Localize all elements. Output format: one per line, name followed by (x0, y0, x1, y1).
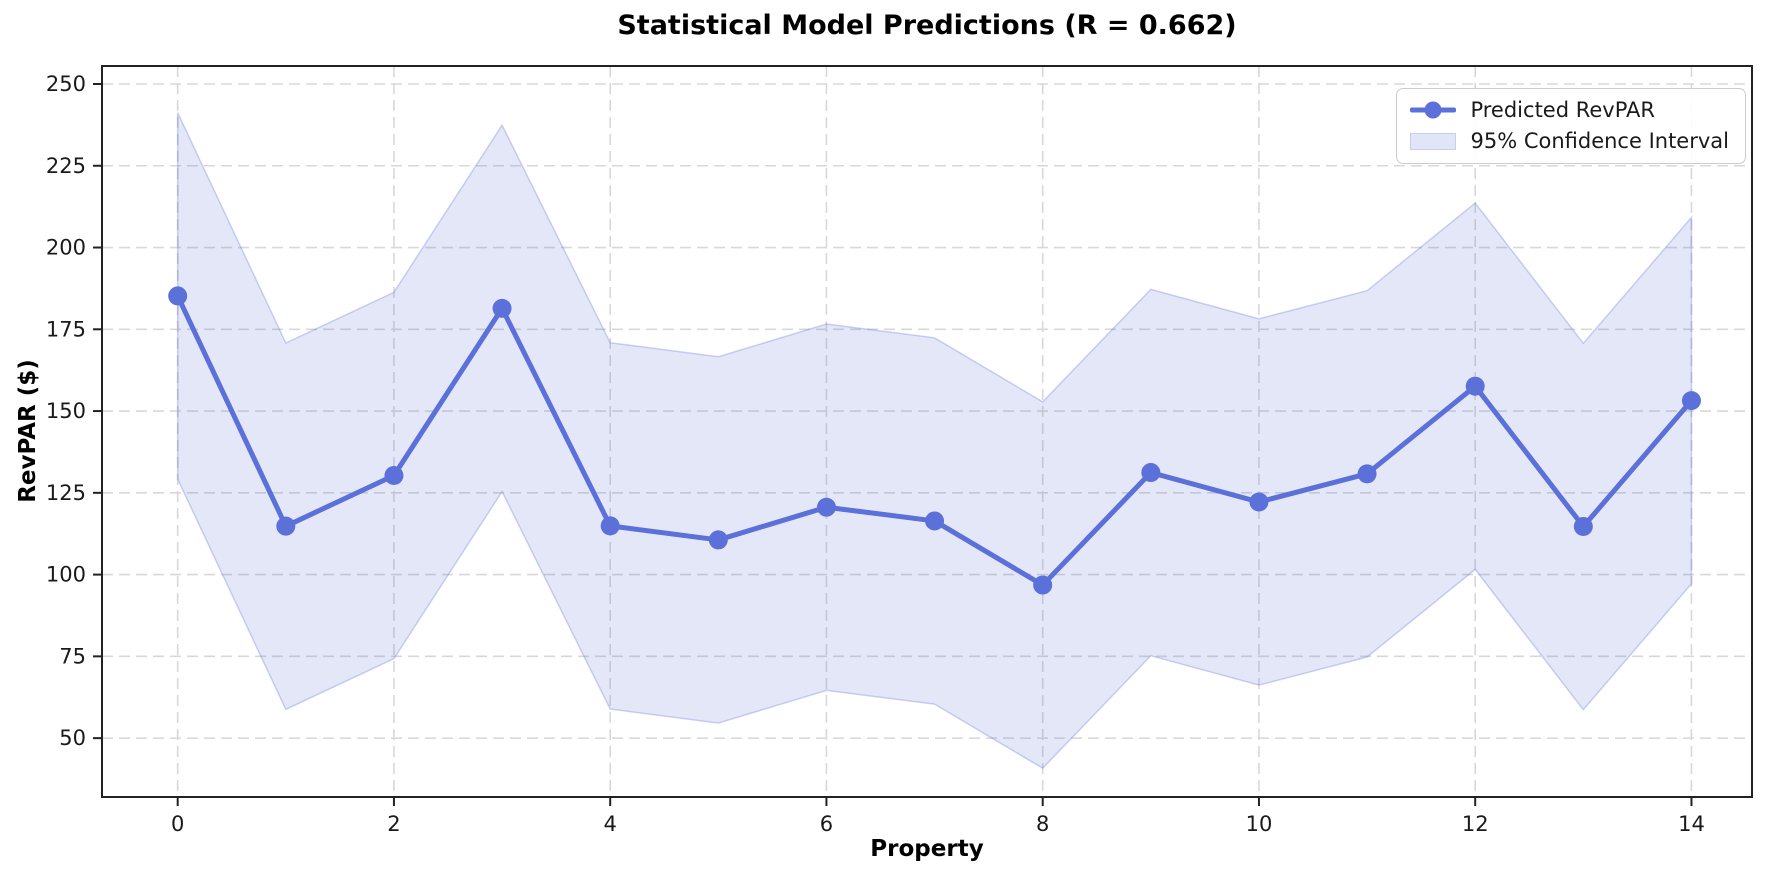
data-point-marker (1681, 391, 1701, 411)
x-tick-label: 12 (1462, 812, 1489, 836)
legend: Predicted RevPAR 95% Confidence Interval (1396, 88, 1746, 164)
data-point-marker (1573, 517, 1593, 537)
data-point-marker (816, 497, 836, 517)
data-point-marker (276, 516, 296, 536)
y-tick-label: 175 (46, 317, 86, 341)
data-point-marker (600, 516, 620, 536)
data-point-marker (1357, 464, 1377, 484)
band-swatch-icon (1410, 132, 1457, 150)
confidence-band (176, 112, 1693, 770)
y-tick-label: 75 (59, 644, 86, 668)
data-point-marker (708, 530, 728, 550)
y-tick-label: 125 (46, 481, 86, 505)
y-tick-label: 250 (46, 72, 86, 96)
y-tick-label: 200 (46, 236, 86, 260)
data-point-marker (168, 286, 188, 306)
x-tick-label: 0 (171, 812, 184, 836)
line-marker-icon (1410, 100, 1457, 120)
data-point-marker (925, 511, 945, 531)
y-tick-label: 100 (46, 563, 86, 587)
legend-item-predicted-revpar: Predicted RevPAR (1410, 98, 1729, 122)
x-tick-label: 6 (820, 812, 833, 836)
data-point-marker (492, 298, 512, 318)
x-tick-label: 14 (1678, 812, 1705, 836)
x-tick-label: 4 (604, 812, 617, 836)
legend-label: 95% Confidence Interval (1470, 129, 1729, 153)
y-tick-label: 150 (46, 399, 86, 423)
y-tick-label: 50 (59, 726, 86, 750)
x-tick-label: 8 (1036, 812, 1049, 836)
data-point-marker (1249, 492, 1269, 512)
y-tick-label: 225 (46, 154, 86, 178)
data-point-marker (384, 465, 404, 485)
axes-frame (101, 65, 1753, 798)
x-tick-label: 10 (1246, 812, 1273, 836)
chart-title: Statistical Model Predictions (R = 0.662… (617, 10, 1237, 41)
legend-item-confidence-interval: 95% Confidence Interval (1410, 129, 1729, 153)
x-axis-label: Property (870, 836, 984, 862)
x-tick-label: 2 (387, 812, 400, 836)
data-point-marker (1465, 376, 1485, 396)
legend-label: Predicted RevPAR (1470, 98, 1655, 122)
data-point-marker (1033, 575, 1053, 595)
data-point-marker (1141, 463, 1161, 483)
